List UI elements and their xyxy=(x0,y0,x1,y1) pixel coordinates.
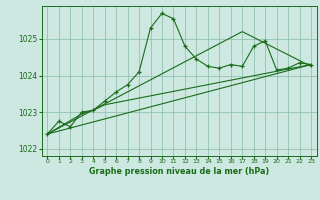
X-axis label: Graphe pression niveau de la mer (hPa): Graphe pression niveau de la mer (hPa) xyxy=(89,167,269,176)
